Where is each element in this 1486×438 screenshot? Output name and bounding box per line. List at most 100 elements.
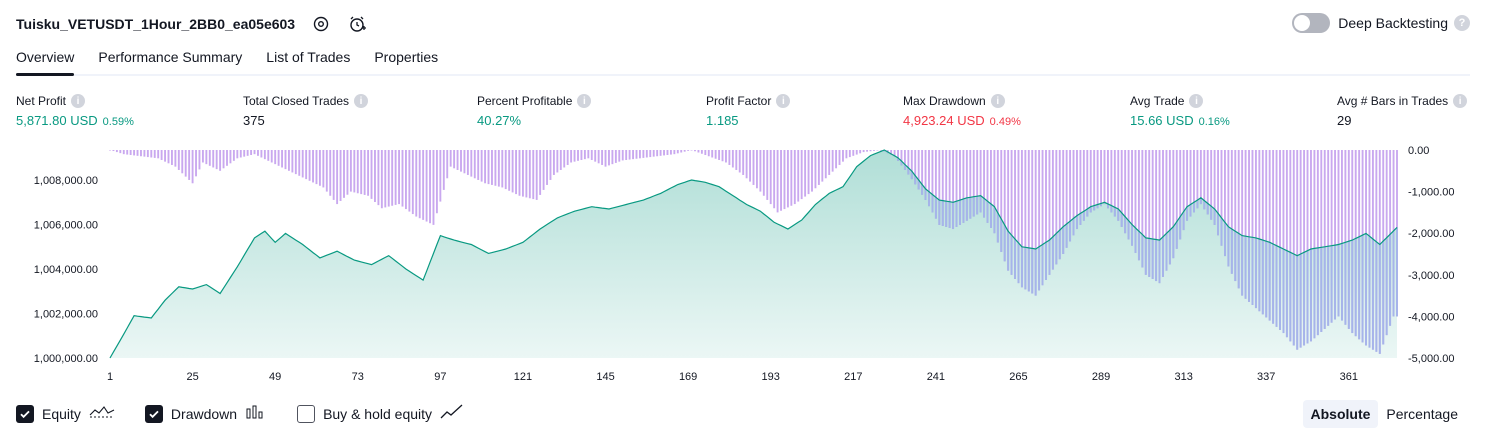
drawdown-bar-overlap (934, 197, 937, 219)
info-icon[interactable]: i (990, 94, 1005, 108)
drawdown-bar-overlap (1103, 202, 1106, 205)
drawdown-bar (1062, 150, 1065, 254)
drawdown-bar (1186, 150, 1189, 221)
stat-value: 40.27% (477, 113, 522, 128)
drawdown-bar (663, 150, 665, 156)
info-icon[interactable]: i (1453, 94, 1468, 108)
drawdown-bar (494, 150, 497, 186)
drawdown-bar-overlap (996, 212, 999, 243)
y-left-tick: 1,008,000.00 (34, 175, 98, 187)
drawdown-bar (232, 150, 235, 161)
drawdown-bar (1168, 150, 1171, 265)
drawdown-bar (687, 150, 690, 151)
stat-label: Max Drawdown (903, 94, 986, 108)
deep-backtesting-toggle[interactable] (1292, 13, 1331, 33)
drawdown-bar-overlap (907, 167, 910, 175)
info-icon[interactable]: i (354, 94, 369, 108)
drawdown-bar (270, 150, 273, 163)
info-icon[interactable]: i (577, 94, 592, 108)
drawdown-bar (762, 150, 765, 196)
stat-label: Avg Trade (1130, 94, 1185, 108)
absolute-button[interactable]: Absolute (1302, 400, 1379, 428)
drawdown-bar-overlap (1117, 208, 1120, 221)
settings-icon[interactable] (311, 14, 331, 34)
drawdown-bar-overlap (1251, 237, 1254, 305)
stat-percent: 0.16% (1198, 116, 1230, 128)
stat-label: Profit Factor (706, 94, 772, 108)
drawdown-bar-overlap (952, 202, 955, 230)
drawdown-bar (694, 150, 696, 152)
drawdown-bar (336, 150, 339, 205)
legend-equity[interactable]: Equity (16, 404, 115, 425)
drawdown-bar (872, 150, 875, 151)
equity-drawdown-chart[interactable]: 1,000,000.00 1,002,000.00 1,004,000.00 1,00… (0, 140, 1486, 398)
drawdown-bar (1289, 150, 1292, 342)
drawdown-bar (577, 150, 579, 161)
drawdown-bar (525, 150, 528, 198)
drawdown-bar-overlap (917, 180, 920, 190)
drawdown-bar (590, 150, 593, 160)
drawdown-bar (215, 150, 218, 170)
tab-performance-summary[interactable]: Performance Summary (98, 49, 243, 65)
drawdown-bar (1045, 150, 1047, 280)
drawdown-bar (1048, 150, 1051, 275)
drawdown-bar (133, 150, 136, 156)
drawdown-bar (1010, 150, 1013, 275)
drawdown-bar (766, 150, 769, 200)
drawdown-bar (1124, 150, 1127, 234)
info-icon[interactable]: i (776, 94, 791, 108)
drawdown-bar-overlap (1258, 238, 1261, 312)
drawdown-bar (1117, 150, 1120, 221)
drawdown-bar (1034, 150, 1037, 296)
x-tick: 49 (269, 371, 281, 383)
stat-label: Total Closed Trades (243, 94, 350, 108)
drawdown-bar (501, 150, 504, 188)
equity-checkbox[interactable] (16, 405, 34, 423)
drawdown-bar (315, 150, 318, 185)
drawdown-bar (800, 150, 803, 200)
drawdown-bar (1072, 150, 1075, 236)
tab-properties[interactable]: Properties (374, 49, 439, 65)
drawdown-bar (965, 150, 968, 221)
drawdown-bar (1261, 150, 1264, 315)
drawdown-bar (1155, 150, 1158, 282)
drawdown-bar (343, 150, 345, 198)
buy-hold-checkbox[interactable] (297, 405, 316, 423)
drawdown-bar (642, 150, 645, 158)
add-alert-icon[interactable] (347, 14, 367, 34)
help-icon[interactable]: ? (1454, 15, 1470, 31)
drawdown-bar (1254, 150, 1257, 309)
info-icon[interactable]: i (1189, 94, 1204, 108)
info-icon[interactable]: i (71, 94, 86, 108)
drawdown-bar (1079, 150, 1082, 225)
tab-list-of-trades[interactable]: List of Trades (266, 49, 351, 65)
drawdown-bar-overlap (1079, 213, 1082, 225)
drawdown-bar (401, 150, 404, 207)
drawdown-bar (504, 150, 507, 190)
drawdown-bar (594, 150, 597, 162)
drawdown-bar (611, 150, 614, 165)
drawdown-bar-overlap (1337, 244, 1340, 317)
stats-row: Net Profit i 5,871.80 USD 0.59% Total Clos… (0, 94, 1486, 134)
drawdown-bar-overlap (1275, 245, 1278, 327)
drawdown-bar (1151, 150, 1154, 279)
drawdown-checkbox[interactable] (144, 405, 163, 423)
legend-drawdown[interactable]: Drawdown (144, 404, 267, 425)
stat-value: 15.66 USD (1130, 113, 1194, 128)
drawdown-bar-overlap (1024, 247, 1027, 290)
drawdown-bar-overlap (986, 201, 989, 223)
percentage-button[interactable]: Percentage (1386, 406, 1458, 422)
drawdown-bar (1182, 150, 1185, 231)
drawdown-bar (683, 150, 686, 152)
drawdown-bar (460, 150, 462, 172)
legend-buy-hold[interactable]: Buy & hold equity (297, 404, 464, 425)
drawdown-bar-overlap (1248, 236, 1250, 302)
tab-overview[interactable]: Overview (16, 44, 75, 76)
drawdown-bar (955, 150, 958, 227)
x-tick: 241 (927, 371, 945, 383)
drawdown-bar (425, 150, 428, 222)
drawdown-bar (484, 150, 487, 184)
drawdown-bar (1223, 150, 1226, 257)
drawdown-bar (1268, 150, 1271, 321)
drawdown-bar-overlap (1382, 241, 1385, 345)
